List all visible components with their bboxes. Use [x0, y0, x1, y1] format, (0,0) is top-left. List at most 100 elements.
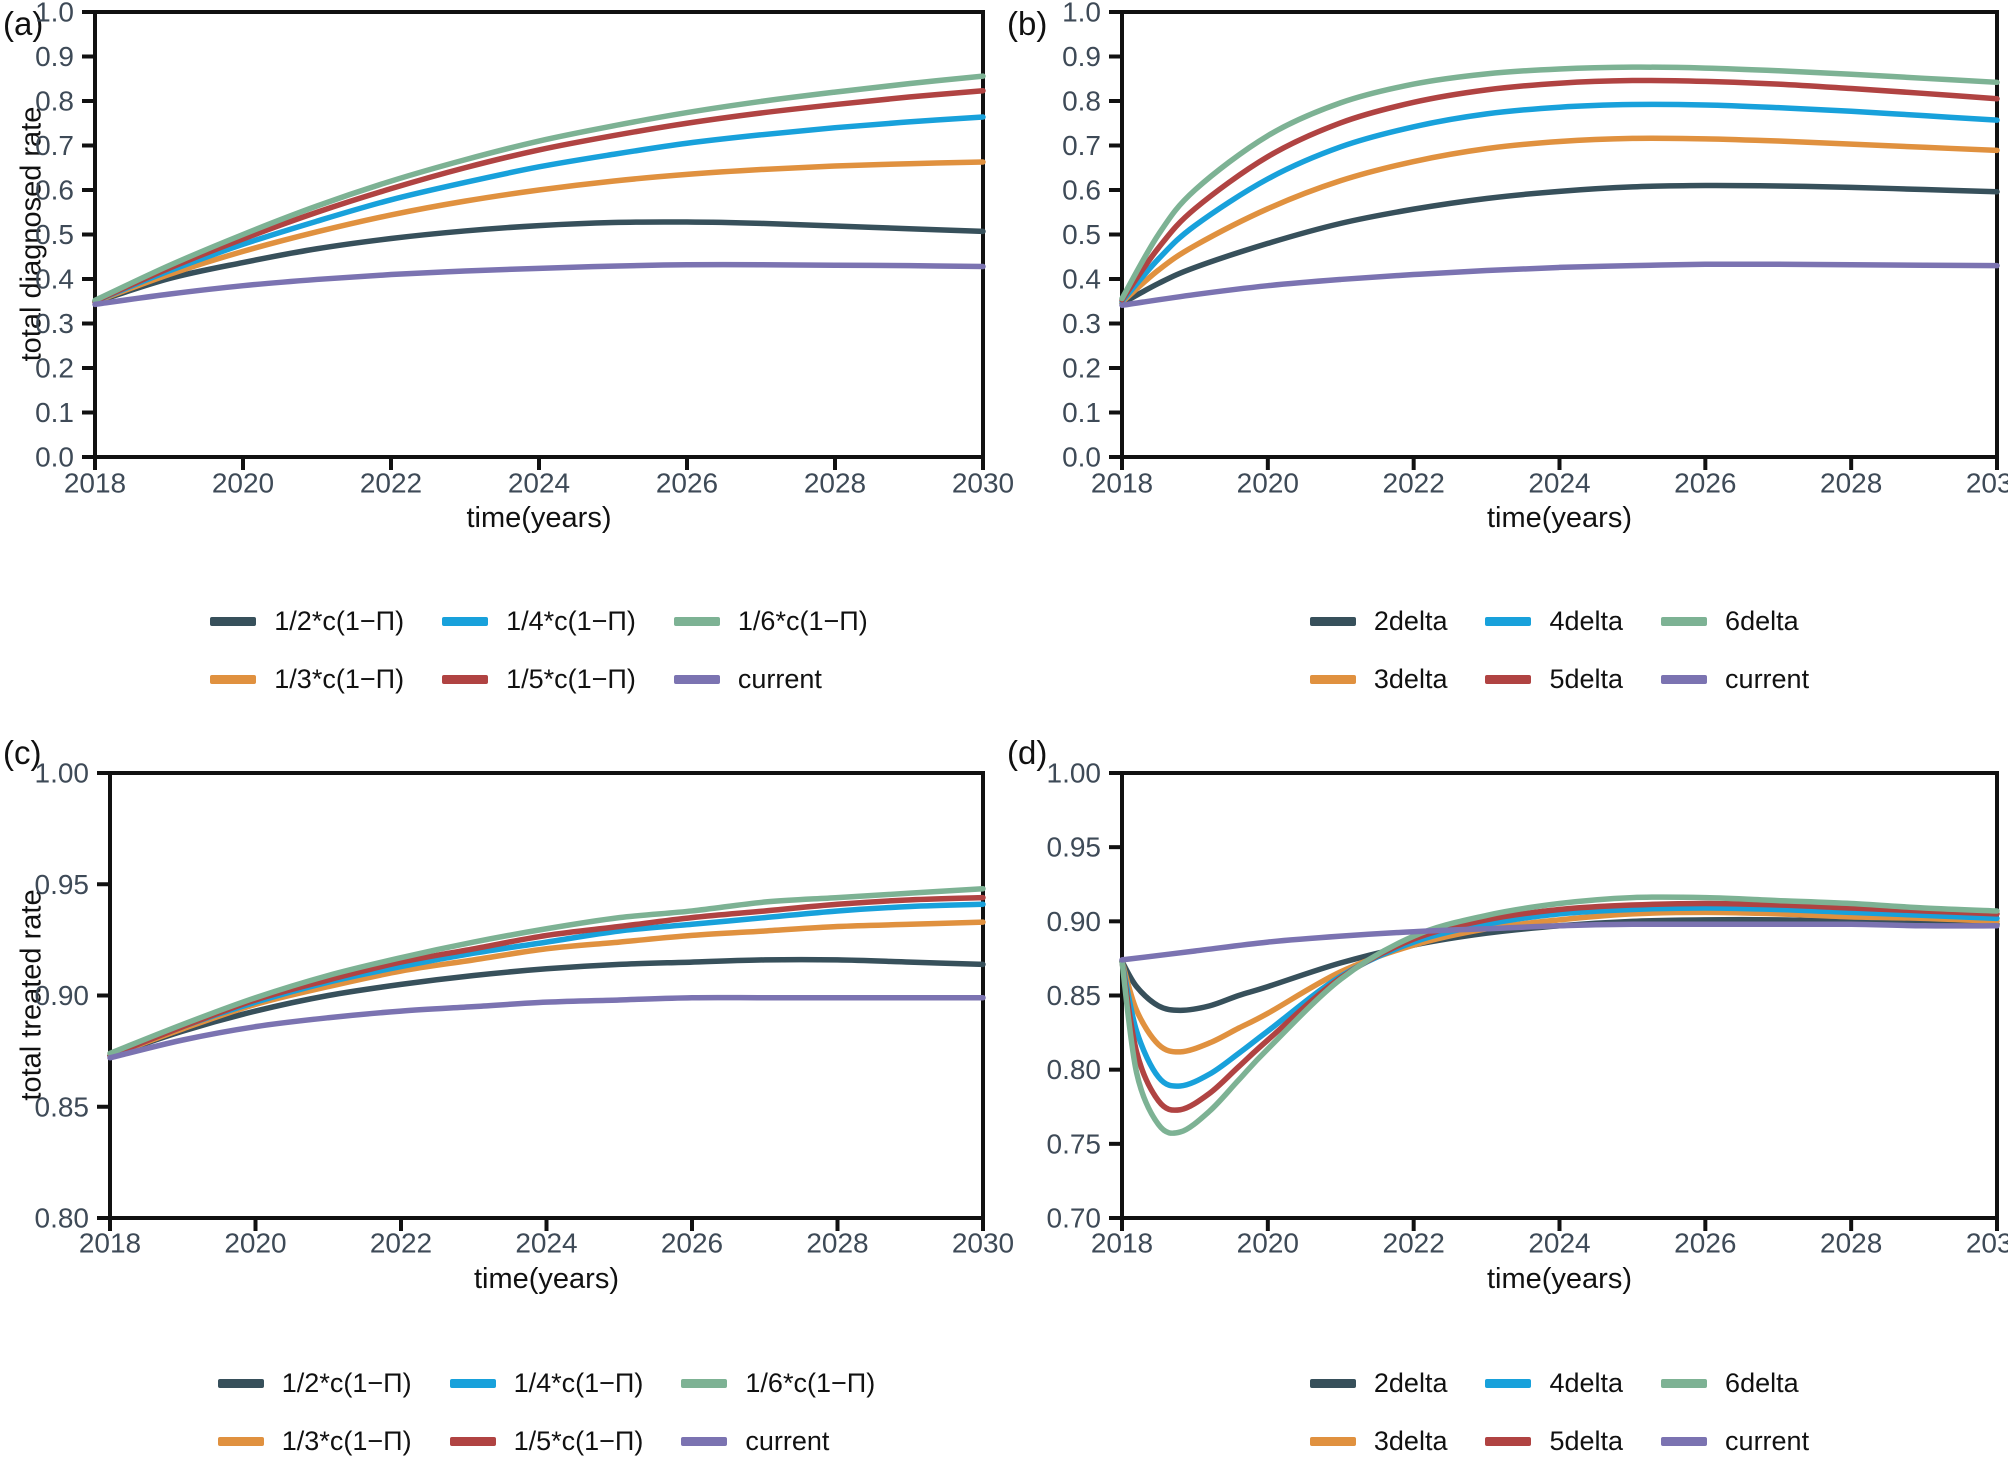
y-tick-label: 0.4	[35, 264, 74, 295]
y-tick-label: 1.00	[35, 758, 90, 789]
panel-d-letter: (d)	[1007, 734, 1048, 771]
legend-item-1/3*c(1−Π): 1/3*c(1−Π)	[217, 1426, 412, 1457]
legend-swatch	[1661, 1379, 1708, 1388]
legend-swatch	[1309, 617, 1356, 626]
legend-item-3delta: 3delta	[1309, 664, 1448, 695]
y-tick-label: 0.70	[1047, 1203, 1102, 1234]
legend-item-current: current	[681, 1426, 875, 1457]
panel-c: (c) total treated rate 1.00 0.95 0.90 0.85 0…	[0, 732, 1015, 1464]
panel-a-letter: (a)	[3, 5, 44, 42]
x-tick-label: 2018	[1091, 468, 1153, 499]
legend-swatch	[673, 675, 720, 684]
x-tick-label: 2030	[1966, 468, 2008, 499]
series-current	[107, 994, 986, 1061]
plot-border	[1120, 771, 1999, 1220]
x-tick-label: 2028	[806, 1228, 868, 1259]
y-tick-label: 0.5	[1062, 219, 1101, 250]
series-1/5*c(1−Π)	[107, 894, 986, 1059]
series-current	[1119, 921, 2000, 963]
y-tick-label: 0.90	[1047, 906, 1102, 937]
x-tick-label: 2024	[515, 1228, 577, 1259]
series-6delta	[1119, 64, 2000, 302]
legend-item-2delta: 2delta	[1309, 1368, 1448, 1399]
panel-c-legend: 1/2*c(1−Π) 1/4*c(1−Π) 1/6*c(1−Π) 1/3*c(1−Π)…	[110, 1368, 983, 1457]
legend-swatch	[210, 675, 257, 684]
x-tick-label: 2028	[1820, 1228, 1882, 1259]
legend-swatch	[217, 1379, 264, 1388]
legend-label: current	[745, 1426, 830, 1456]
legend-label: current	[1725, 664, 1810, 694]
series-2delta	[1119, 916, 2000, 1014]
series-1/2*c(1−Π)	[107, 956, 986, 1059]
legend-item-4delta: 4delta	[1485, 1368, 1623, 1399]
panel-d-x-axis-title: time(years)	[1486, 1263, 1632, 1295]
legend-swatch	[681, 1379, 728, 1388]
y-tick-label: 1.00	[1047, 758, 1102, 789]
series-1/6*c(1−Π)	[92, 73, 986, 304]
legend-label: 1/3*c(1−Π)	[274, 664, 405, 694]
x-tick-label: 2018	[1091, 1228, 1153, 1259]
y-tick-label: 0.5	[35, 219, 74, 250]
y-tick-label: 0.90	[35, 980, 90, 1011]
legend-swatch	[1309, 675, 1356, 684]
x-tick-label: 2024	[508, 468, 570, 499]
x-tick-label: 2024	[1528, 1228, 1590, 1259]
legend-label: 6delta	[1725, 606, 1799, 636]
legend-item-1/5*c(1−Π): 1/5*c(1−Π)	[442, 664, 636, 695]
x-tick-label: 2018	[79, 1228, 141, 1259]
series-4delta	[1119, 101, 2000, 304]
legend-item-1/4*c(1−Π): 1/4*c(1−Π)	[442, 606, 636, 637]
legend-swatch	[217, 1437, 264, 1446]
legend-label: 2delta	[1373, 1368, 1448, 1398]
x-tick-label: 2026	[661, 1228, 723, 1259]
legend-item-2delta: 2delta	[1309, 606, 1447, 637]
legend-label: 5delta	[1549, 1426, 1624, 1456]
legend-swatch	[442, 675, 489, 684]
legend-item-current: current	[1661, 1426, 1809, 1457]
legend-label: current	[737, 664, 822, 694]
legend-item-5delta: 5delta	[1485, 664, 1623, 695]
series-1/4*c(1−Π)	[92, 114, 986, 304]
legend-swatch	[1661, 1437, 1708, 1446]
legend-label: 1/6*c(1−Π)	[737, 606, 868, 636]
x-tick-label: 2018	[64, 468, 126, 499]
x-tick-label: 2028	[804, 468, 866, 499]
legend-swatch	[1661, 675, 1708, 684]
legend-label: 1/2*c(1−Π)	[274, 606, 405, 636]
x-tick-label: 2024	[1528, 468, 1590, 499]
y-tick-label: 0.8	[35, 86, 74, 117]
legend-item-4delta: 4delta	[1485, 606, 1623, 637]
legend-swatch	[442, 617, 489, 626]
y-tick-label: 0.95	[1047, 832, 1102, 863]
legend-label: 1/4*c(1−Π)	[506, 606, 636, 636]
legend-label: 3delta	[1373, 1426, 1448, 1456]
panel-c-letter: (c)	[3, 734, 42, 771]
legend-swatch	[1485, 1379, 1532, 1388]
y-tick-label: 0.80	[1047, 1054, 1102, 1085]
x-tick-label: 2030	[952, 1228, 1014, 1259]
x-tick-label: 2030	[1966, 1228, 2008, 1259]
legend-item-current: current	[673, 664, 868, 695]
y-tick-label: 0.1	[1062, 397, 1101, 428]
panel-b-legend: 2delta 4delta 6delta 3delta 5delta current	[1122, 606, 1997, 695]
y-tick-label: 0.95	[35, 869, 90, 900]
y-tick-label: 0.2	[1062, 353, 1101, 384]
y-tick-label: 0.6	[1062, 175, 1101, 206]
legend-item-6delta: 6delta	[1661, 1368, 1809, 1399]
legend-swatch	[449, 1379, 496, 1388]
x-tick-label: 2022	[1383, 468, 1445, 499]
plot-border	[93, 10, 985, 459]
panel-a-legend: 1/2*c(1−Π) 1/4*c(1−Π) 1/6*c(1−Π) 1/3*c(1−Π)…	[95, 606, 983, 695]
panel-d-legend: 2delta 4delta 6delta 3delta 5delta current	[1122, 1368, 1997, 1457]
legend-item-1/6*c(1−Π): 1/6*c(1−Π)	[681, 1368, 875, 1399]
y-tick-label: 0.7	[35, 130, 74, 161]
y-tick-label: 0.80	[35, 1203, 90, 1234]
legend-label: 3delta	[1373, 664, 1448, 694]
legend-label: 1/2*c(1−Π)	[281, 1368, 412, 1398]
panel-b-x-axis-title: time(years)	[1486, 502, 1632, 534]
legend-swatch	[673, 617, 720, 626]
